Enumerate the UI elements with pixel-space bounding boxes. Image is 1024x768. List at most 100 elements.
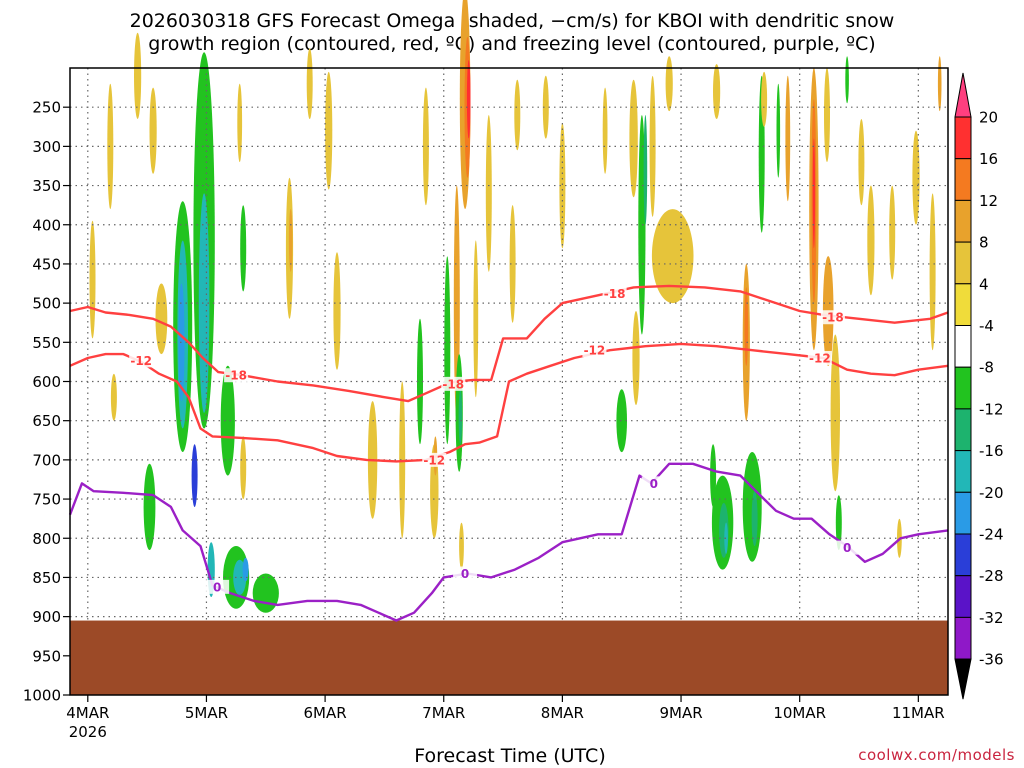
chart-title: 2026030318 GFS Forecast Omega (shaded, −… — [129, 10, 895, 32]
colorbar-label-0: 20 — [979, 109, 998, 127]
omega-cell-67 — [776, 83, 781, 178]
contour-label-2-0: 0 — [213, 580, 221, 594]
y-tick-label-600: 600 — [32, 373, 61, 391]
contour-label-bg-2-1 — [453, 566, 478, 581]
chart-subtitle: growth region (contoured, red, ºC) and f… — [148, 33, 876, 55]
colorbar-label-13: -36 — [979, 651, 1004, 669]
contour-label-2-3: 0 — [843, 541, 851, 555]
contour-label-bg-2-2 — [641, 476, 666, 491]
colorbar-bin-12 — [954, 575, 972, 618]
omega-cell-48 — [629, 79, 638, 198]
contour-2 — [68, 462, 949, 622]
contour-label-0-0: -12 — [130, 354, 152, 368]
colorbar-label-10: -24 — [979, 526, 1004, 544]
omega-cell-35 — [466, 60, 471, 139]
contour-label-bg-1-1 — [441, 376, 466, 391]
omega-cell-0 — [89, 220, 96, 339]
colorbar-label-6: -8 — [979, 359, 994, 377]
colorbar-label-11: -28 — [979, 567, 1004, 585]
colorbar-bin-4 — [954, 241, 972, 285]
y-tick-label-700: 700 — [32, 451, 61, 469]
omega-cell-4 — [155, 283, 168, 355]
y-tick-label-800: 800 — [32, 530, 61, 548]
colorbar-bin-11 — [954, 533, 972, 577]
contour-0 — [69, 342, 949, 463]
omega-cell-54 — [665, 56, 673, 112]
contour-label-bg-1-3 — [820, 310, 845, 325]
credit-link[interactable]: coolwx.com/models — [858, 746, 1015, 764]
x-tick-label-10MAR: 10MAR — [773, 704, 826, 722]
contour-label-0-3: -12 — [809, 351, 831, 365]
y-tick-label-850: 850 — [32, 569, 61, 587]
contour-label-bg-0-1 — [422, 452, 447, 467]
colorbar-bin-13 — [954, 616, 972, 660]
omega-cell-71 — [812, 138, 816, 249]
colorbar-label-4: 4 — [979, 275, 989, 293]
omega-cell-26 — [333, 252, 341, 370]
contour-label-bg-1-0 — [224, 368, 249, 383]
omega-cell-21 — [240, 436, 247, 500]
y-tick-label-950: 950 — [32, 647, 61, 665]
omega-cell-11 — [191, 444, 198, 507]
omega-cell-81 — [912, 130, 920, 225]
x-axis-label: Forecast Time (UTC) — [414, 745, 606, 767]
contour-label-bg-0-3 — [807, 350, 832, 365]
omega-cell-45 — [542, 75, 549, 139]
y-tick-label-450: 450 — [32, 255, 61, 273]
contour-label-bg-2-3 — [835, 540, 860, 555]
ground-terrain — [70, 620, 948, 695]
omega-cell-64 — [761, 71, 768, 127]
colorbar-bin-5 — [954, 283, 972, 326]
y-axis: 250 300 350 400 450 500 550 600 650 700 750 800 850 9… — [23, 99, 70, 705]
colorbar-bin-2 — [954, 158, 972, 201]
omega-cell-83 — [937, 56, 942, 112]
colorbar-label-1: 16 — [979, 150, 998, 168]
omega-cell-37 — [473, 240, 479, 398]
colorbar-label-5: -4 — [979, 317, 994, 335]
contour-label-1-3: -18 — [822, 311, 844, 325]
omega-cell-62 — [744, 287, 749, 366]
x-tick-label-4MAR: 4MAR — [66, 704, 109, 722]
x-tick-label-9MAR: 9MAR — [659, 704, 702, 722]
x-tick-label-8MAR: 8MAR — [541, 704, 584, 722]
y-tick-label-900: 900 — [32, 608, 61, 626]
omega-cell-38 — [444, 256, 451, 445]
omega-cell-43 — [509, 205, 516, 323]
omega-cell-77 — [858, 119, 865, 206]
omega-cell-5 — [149, 87, 157, 174]
omega-shading — [70, 0, 948, 695]
omega-cell-2 — [110, 373, 117, 421]
colorbar-label-3: 8 — [979, 234, 989, 252]
omega-cell-3 — [134, 32, 142, 119]
colorbar-label-2: 12 — [979, 192, 998, 210]
colorbar-label-8: -16 — [979, 442, 1004, 460]
omega-cell-78 — [867, 185, 875, 296]
omega-cell-23 — [288, 209, 293, 272]
y-tick-label-500: 500 — [32, 295, 61, 313]
omega-cell-75 — [835, 495, 842, 550]
contour-label-1-2: -18 — [604, 287, 626, 301]
contour-label-bg-2-0 — [205, 579, 230, 594]
omega-cell-20 — [237, 83, 243, 163]
contour-lines: -12 -12 -12 -12 -18 -18 -18 -18 0 0 0 0 — [68, 284, 949, 622]
omega-cell-44 — [514, 79, 521, 151]
omega-cell-16 — [252, 573, 279, 613]
x-tick-label-5MAR: 5MAR — [185, 704, 228, 722]
colorbar-top-arrow — [954, 72, 972, 118]
omega-cell-72 — [824, 68, 830, 162]
omega-cell-68 — [785, 75, 791, 202]
omega-cell-14 — [242, 557, 249, 582]
colorbar-label-9: -20 — [979, 484, 1004, 502]
omega-cell-19 — [240, 205, 247, 292]
y-tick-label-250: 250 — [32, 99, 61, 117]
x-tick-label-7MAR: 7MAR — [422, 704, 465, 722]
contour-label-0-2: -12 — [584, 344, 606, 358]
y-tick-label-650: 650 — [32, 412, 61, 430]
colorbar-bin-9 — [954, 450, 972, 493]
y-tick-label-350: 350 — [32, 177, 61, 195]
omega-cell-53 — [616, 389, 627, 453]
omega-cell-17 — [220, 365, 235, 476]
omega-cell-52 — [649, 75, 656, 217]
omega-cell-59 — [724, 522, 728, 554]
